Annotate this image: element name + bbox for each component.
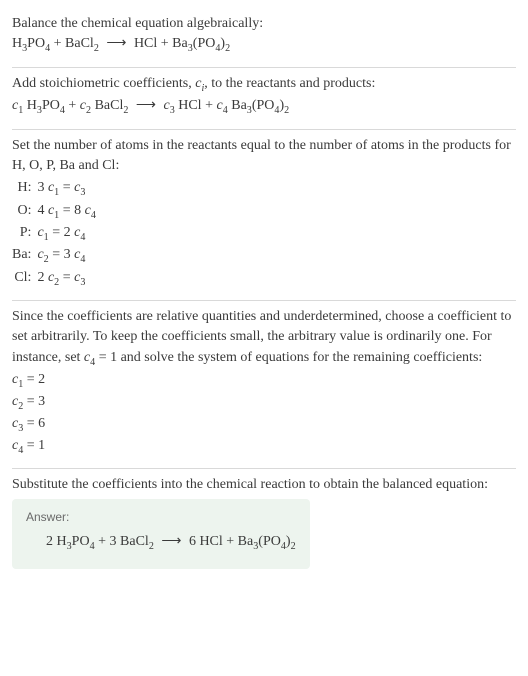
- intro-text-2: Add stoichiometric coefficients, ci, to …: [12, 74, 516, 96]
- equation-unbalanced: H3PO4 + BaCl2 ⟶ HCl + Ba3(PO4)2: [12, 34, 516, 56]
- element-equation: c2 = 3 c4: [37, 245, 101, 267]
- atom-equation-row: Ba:c2 = 3 c4: [12, 245, 102, 267]
- element-equation: c1 = 2 c4: [37, 223, 101, 245]
- intro-text-3: Set the number of atoms in the reactants…: [12, 136, 516, 177]
- block-add-coefficients: Add stoichiometric coefficients, ci, to …: [12, 68, 516, 129]
- element-label: O:: [12, 201, 37, 223]
- atom-equation-row: Cl:2 c2 = c3: [12, 268, 102, 290]
- block-atom-equations: Set the number of atoms in the reactants…: [12, 130, 516, 301]
- answer-equation: 2 H3PO4 + 3 BaCl2 ⟶ 6 HCl + Ba3(PO4)2: [26, 532, 296, 554]
- equation-with-coefficients: c1 H3PO4 + c2 BaCl2 ⟶ c3 HCl + c4 Ba3(PO…: [12, 96, 516, 118]
- element-label: H:: [12, 178, 37, 200]
- block-solve-coefficients: Since the coefficients are relative quan…: [12, 301, 516, 468]
- coefficient-line: c3 = 6: [12, 414, 516, 436]
- element-equation: 2 c2 = c3: [37, 268, 101, 290]
- intro-text-5: Substitute the coefficients into the che…: [12, 475, 516, 495]
- coefficient-line: c2 = 3: [12, 392, 516, 414]
- intro-text-4: Since the coefficients are relative quan…: [12, 307, 516, 370]
- element-equation: 3 c1 = c3: [37, 178, 101, 200]
- coefficient-line: c1 = 2: [12, 370, 516, 392]
- atom-equations-tbody: H:3 c1 = c3O:4 c1 = 8 c4P:c1 = 2 c4Ba:c2…: [12, 178, 102, 290]
- element-label: Ba:: [12, 245, 37, 267]
- answer-box: Answer: 2 H3PO4 + 3 BaCl2 ⟶ 6 HCl + Ba3(…: [12, 499, 310, 569]
- element-label: P:: [12, 223, 37, 245]
- answer-caption: Answer:: [26, 509, 296, 526]
- intro-text-1: Balance the chemical equation algebraica…: [12, 14, 516, 34]
- atom-equations-table: H:3 c1 = c3O:4 c1 = 8 c4P:c1 = 2 c4Ba:c2…: [12, 178, 102, 290]
- block-balance-intro: Balance the chemical equation algebraica…: [12, 8, 516, 67]
- atom-equation-row: P:c1 = 2 c4: [12, 223, 102, 245]
- coefficient-values: c1 = 2c2 = 3c3 = 6c4 = 1: [12, 370, 516, 458]
- atom-equation-row: O:4 c1 = 8 c4: [12, 201, 102, 223]
- coefficient-line: c4 = 1: [12, 436, 516, 458]
- element-equation: 4 c1 = 8 c4: [37, 201, 101, 223]
- block-answer: Substitute the coefficients into the che…: [12, 469, 516, 579]
- atom-equation-row: H:3 c1 = c3: [12, 178, 102, 200]
- element-label: Cl:: [12, 268, 37, 290]
